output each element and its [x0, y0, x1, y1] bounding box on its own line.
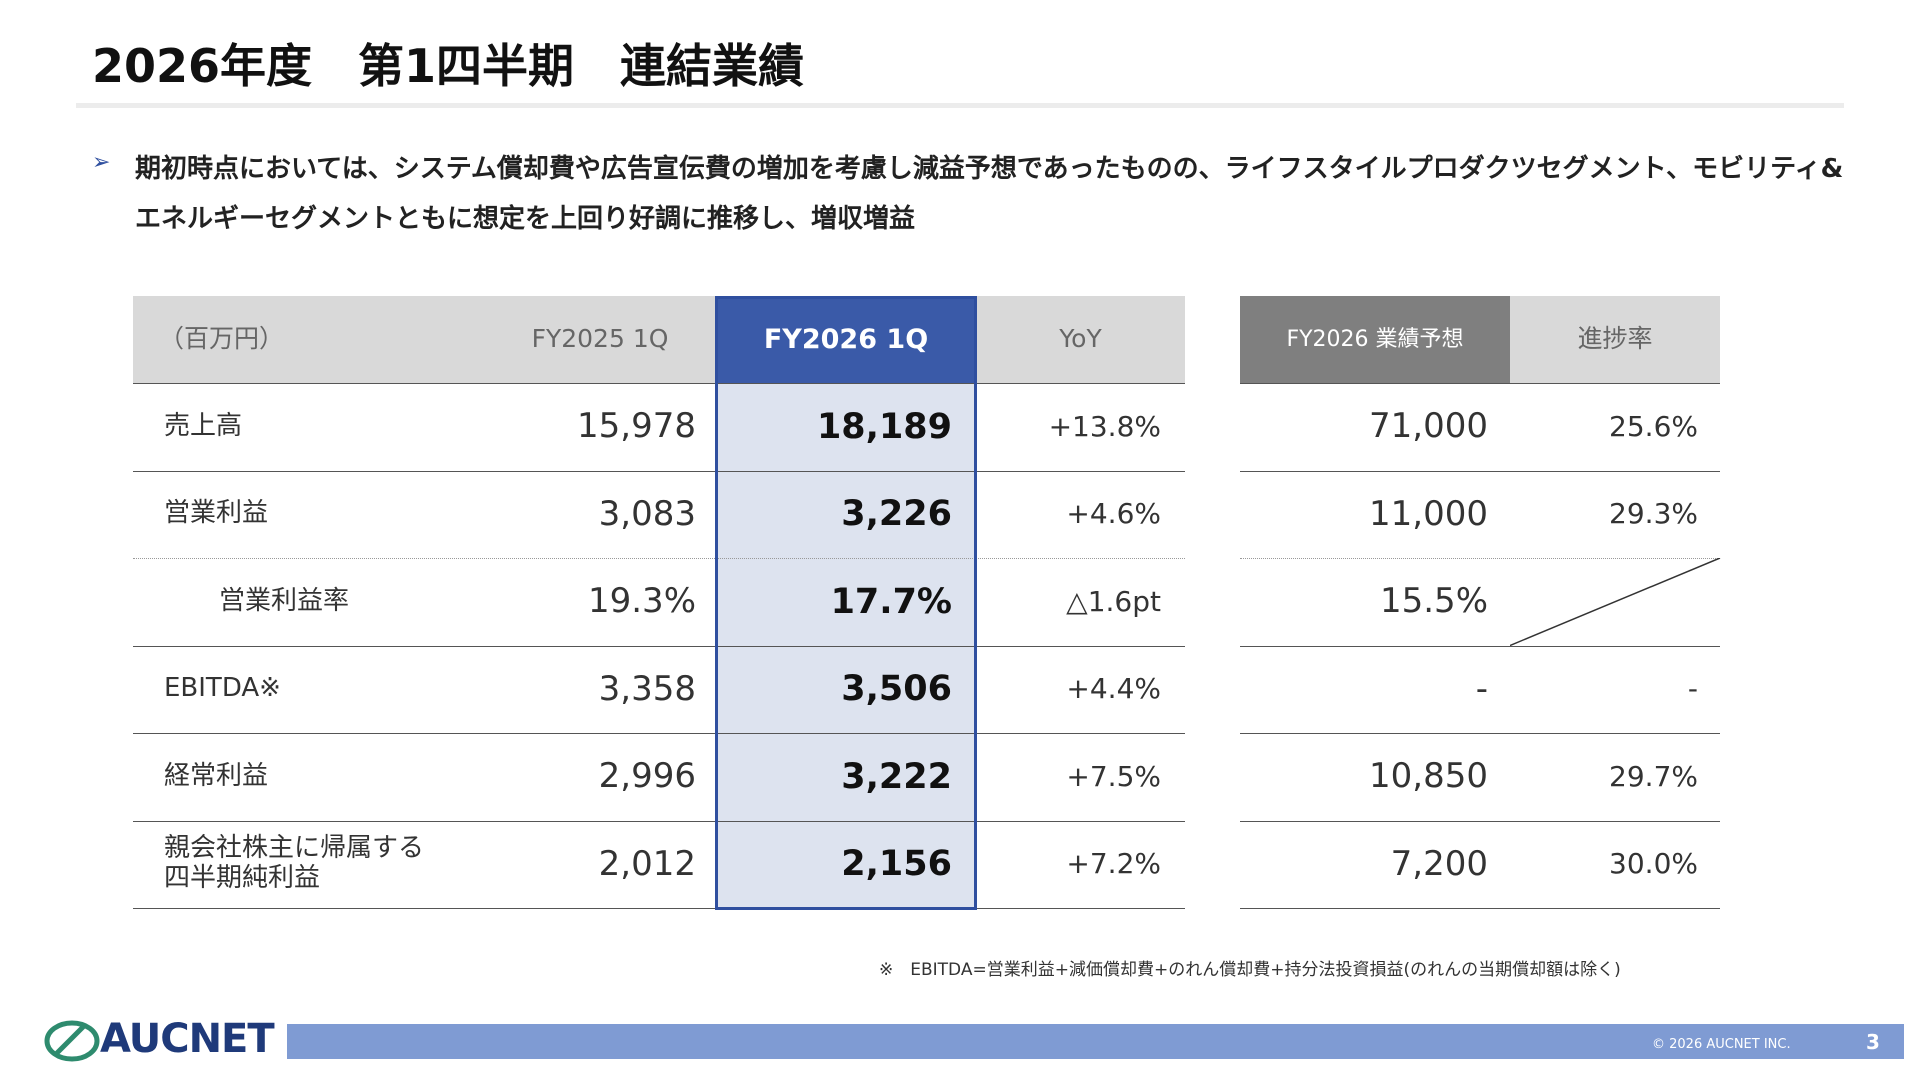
header-bg [133, 296, 1185, 383]
forecast-cell: 30.0% [1609, 847, 1698, 881]
column-header: FY2025 1Q [531, 324, 669, 354]
row-rule [133, 383, 1185, 384]
forecast-cell: 11,000 [1369, 493, 1488, 534]
row-label: 経常利益 [164, 760, 269, 791]
column-header: YoY [1059, 324, 1102, 354]
table-cell: 17.7% [830, 581, 952, 622]
slide-title: 2026年度 第1四半期 連結業績 [92, 39, 805, 93]
bullet-icon: ➢ [92, 150, 111, 175]
table-cell: +13.8% [1048, 409, 1161, 443]
row-label: 親会社株主に帰属する 四半期純利益 [164, 833, 425, 894]
table-cell: 3,222 [841, 756, 952, 797]
forecast-cell: 25.6% [1609, 409, 1698, 443]
table-cell: 15,978 [577, 406, 696, 447]
table-cell: 19.3% [587, 581, 696, 622]
table-cell: 2,012 [598, 843, 696, 884]
forecast-cell: 7,200 [1390, 843, 1488, 884]
row-rule [133, 470, 1185, 472]
row-rule [1240, 820, 1720, 822]
highlight-header [716, 296, 976, 383]
forecast-cell: - [1687, 672, 1698, 706]
table-cell: +7.2% [1066, 847, 1161, 881]
footnote: ※ EBITDA=営業利益+減価償却費+のれん償却費+持分法投資損益(のれんの当… [879, 960, 1621, 980]
row-rule [1240, 645, 1720, 647]
row-rule [1240, 470, 1720, 472]
copyright: © 2026 AUCNET INC. [1652, 1037, 1791, 1052]
forecast-cell: 29.3% [1609, 497, 1698, 531]
row-rule [1240, 733, 1720, 734]
diagonal-slash [1510, 558, 1721, 646]
forecast-header: FY2026 業績予想 [1240, 296, 1510, 383]
table-cell: 3,083 [598, 493, 696, 534]
row-rule [1240, 908, 1720, 909]
column-header: （百万円） [159, 324, 285, 354]
row-rule [133, 908, 1185, 909]
forecast-cell: 15.5% [1379, 581, 1488, 622]
row-rule [133, 645, 1185, 647]
row-label: 営業利益率 [219, 585, 350, 616]
forecast-cell: - [1475, 668, 1488, 709]
table-cell: 2,996 [598, 756, 696, 797]
summary-text: 期初時点においては、システム償却費や広告宣伝費の増加を考慮し減益予想であったもの… [135, 154, 1844, 234]
table-cell: +7.5% [1066, 759, 1161, 793]
highlight-border [715, 296, 977, 910]
forecast-cell: 71,000 [1369, 406, 1488, 447]
column-header: FY2026 1Q [763, 323, 929, 355]
table-cell: 18,189 [816, 406, 952, 447]
row-label: 売上高 [164, 410, 243, 441]
logo-text: AUCNET [100, 1016, 275, 1062]
title-rule [76, 103, 1844, 108]
forecast-cell: 10,850 [1369, 756, 1488, 797]
forecast-cell: 29.7% [1609, 759, 1698, 793]
table-cell: 3,226 [841, 494, 952, 535]
row-rule [1240, 383, 1720, 384]
row-rule [133, 733, 1185, 734]
page-number: 3 [1866, 1030, 1880, 1054]
table-cell: 2,156 [841, 844, 952, 885]
table-cell: 3,358 [598, 668, 696, 709]
row-label: EBITDA※ [164, 673, 281, 704]
table-cell: +4.6% [1066, 497, 1161, 531]
forecast-header: 進捗率 [1510, 296, 1720, 383]
row-rule [133, 558, 1185, 559]
table-cell: 3,506 [841, 669, 952, 710]
row-rule [133, 820, 1185, 822]
footer-bar [287, 1024, 1904, 1059]
table-cell: △1.6pt [1066, 584, 1161, 618]
table-cell: +4.4% [1066, 672, 1161, 706]
logo-icon [44, 1020, 100, 1062]
row-rule [1240, 558, 1720, 559]
row-label: 営業利益 [164, 498, 269, 529]
